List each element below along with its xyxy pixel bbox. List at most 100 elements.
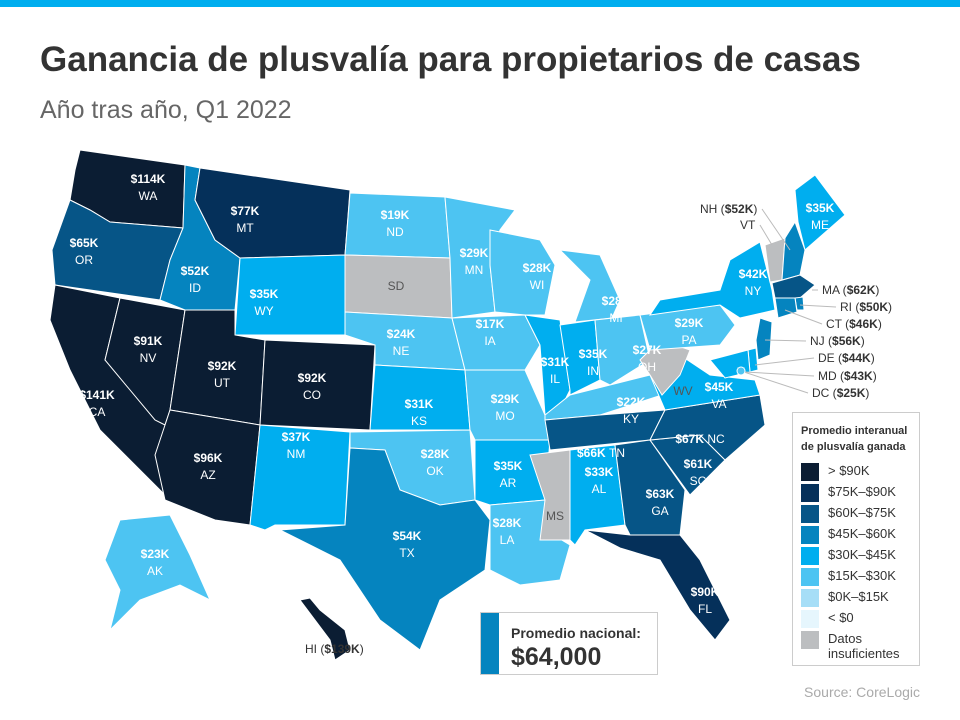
state-value-label: $45K [705, 380, 734, 394]
state-abbr-label: MI [609, 311, 622, 325]
page-title: Ganancia de plusvalía para propietarios … [40, 40, 861, 79]
legend-swatch [801, 589, 819, 607]
legend-swatch [801, 568, 819, 586]
state-fl [584, 529, 731, 641]
legend-item: $0K–$15K [801, 589, 911, 607]
state-abbr-label: CO [303, 388, 321, 402]
state-value-label: $92K [298, 371, 327, 385]
state-abbr-label: ME [811, 218, 829, 232]
state-abbr-label: UT [214, 376, 231, 390]
national-average-accent [481, 613, 499, 674]
state-abbr-label: IN [587, 364, 599, 378]
legend-label: $60K–$75K [828, 505, 896, 520]
state-value-label: $92K [208, 359, 237, 373]
state-oh [594, 314, 651, 386]
state-abbr-label: OH [638, 360, 656, 374]
state-label: $66K TN [577, 446, 625, 460]
legend-item: Datos insuficientes [801, 631, 911, 661]
legend-swatch [801, 463, 819, 481]
legend-swatch [801, 526, 819, 544]
state-ma [771, 274, 816, 299]
state-value-label: $29K [491, 392, 520, 406]
state-me [794, 174, 846, 251]
state-abbr-label: WV [673, 384, 692, 398]
state-abbr-label: AL [592, 482, 607, 496]
state-value-label: $35K [494, 459, 523, 473]
state-abbr-label: WY [254, 304, 273, 318]
legend-item: $60K–$75K [801, 505, 911, 523]
legend-swatch [801, 484, 819, 502]
legend-swatch [801, 547, 819, 565]
callout-label-dc: DC ($25K) [812, 386, 869, 400]
state-value-label: $33K [585, 465, 614, 479]
state-abbr-label: OR [75, 253, 93, 267]
state-label: $67K NC [675, 432, 725, 446]
national-average-value: $64,000 [511, 643, 602, 671]
state-abbr-label: OK [426, 464, 443, 478]
state-abbr-label: NY [745, 284, 762, 298]
state-abbr-label: MO [495, 409, 514, 423]
state-nj [755, 317, 773, 361]
callout-leader-line [744, 371, 815, 377]
callout-label-nj: NJ ($56K) [810, 334, 865, 348]
state-value-label: $22K [617, 395, 646, 409]
legend-label: $0K–$15K [828, 589, 889, 604]
state-value-label: $19K [381, 208, 410, 222]
callout-label-md: MD ($43K) [818, 369, 877, 383]
state-abbr-label: KS [411, 414, 427, 428]
legend-item: $75K–$90K [801, 484, 911, 502]
state-abbr-label: FL [698, 602, 712, 616]
state-abbr-label: IL [550, 372, 560, 386]
state-abbr-label: ID [189, 281, 201, 295]
state-value-label: $61K [684, 457, 713, 471]
state-abbr-label: AR [500, 476, 517, 490]
top-accent-bar [0, 0, 960, 7]
state-tx [278, 447, 491, 651]
callout-leader-line [764, 339, 807, 342]
callout-label-ct: CT ($46K) [826, 317, 882, 331]
callout-label-de: DE ($44K) [818, 351, 875, 365]
state-value-label: $17K [476, 317, 505, 331]
legend: Promedio interanual de plusvalía ganada … [792, 412, 920, 666]
callout-leader-line [761, 208, 791, 251]
state-value-label: $90K [691, 585, 720, 599]
state-value-label: $35K [250, 287, 279, 301]
callout-label-vt: VT [740, 218, 756, 232]
state-value-label: $31K [541, 355, 570, 369]
state-value-label: $31K [405, 397, 434, 411]
state-value-label: $35K [806, 201, 835, 215]
state-abbr-label: MT [236, 221, 254, 235]
state-value-label: $28K [421, 447, 450, 461]
state-value-label: $77K [231, 204, 260, 218]
state-nh [781, 220, 806, 281]
state-value-label: $35K [579, 347, 608, 361]
state-abbr-label: NE [393, 344, 410, 358]
state-abbr-label: MS [546, 509, 564, 523]
state-abbr-label: SC [690, 474, 707, 488]
callout-leader-line [799, 304, 837, 308]
legend-swatch [801, 505, 819, 523]
state-value-label: $114K [131, 172, 166, 186]
state-value-label: $96K [194, 451, 223, 465]
state-value-label: $29K [460, 246, 489, 260]
state-value-label: $29K [675, 316, 704, 330]
dc-marker [736, 366, 746, 376]
state-ny [648, 241, 776, 319]
legend-title: Promedio interanual de plusvalía ganada [801, 425, 908, 453]
national-average-box: Promedio nacional: $64,000 [480, 612, 658, 675]
legend-item: $30K–$45K [801, 547, 911, 565]
state-abbr-label: GA [651, 504, 668, 518]
state-value-label: $141K [79, 388, 115, 402]
state-value-label: $27K [633, 343, 662, 357]
state-ms [529, 449, 571, 541]
callout-leader-line [740, 370, 809, 394]
legend-label: $30K–$45K [828, 547, 896, 562]
state-abbr-label: ND [386, 225, 404, 239]
legend-label: Datos insuficientes [828, 631, 900, 661]
page-subtitle: Año tras año, Q1 2022 [40, 96, 292, 124]
legend-swatch [801, 631, 819, 649]
state-value-label: $28K [602, 294, 631, 308]
state-ia [451, 314, 541, 371]
state-value-label: $37K [282, 430, 311, 444]
